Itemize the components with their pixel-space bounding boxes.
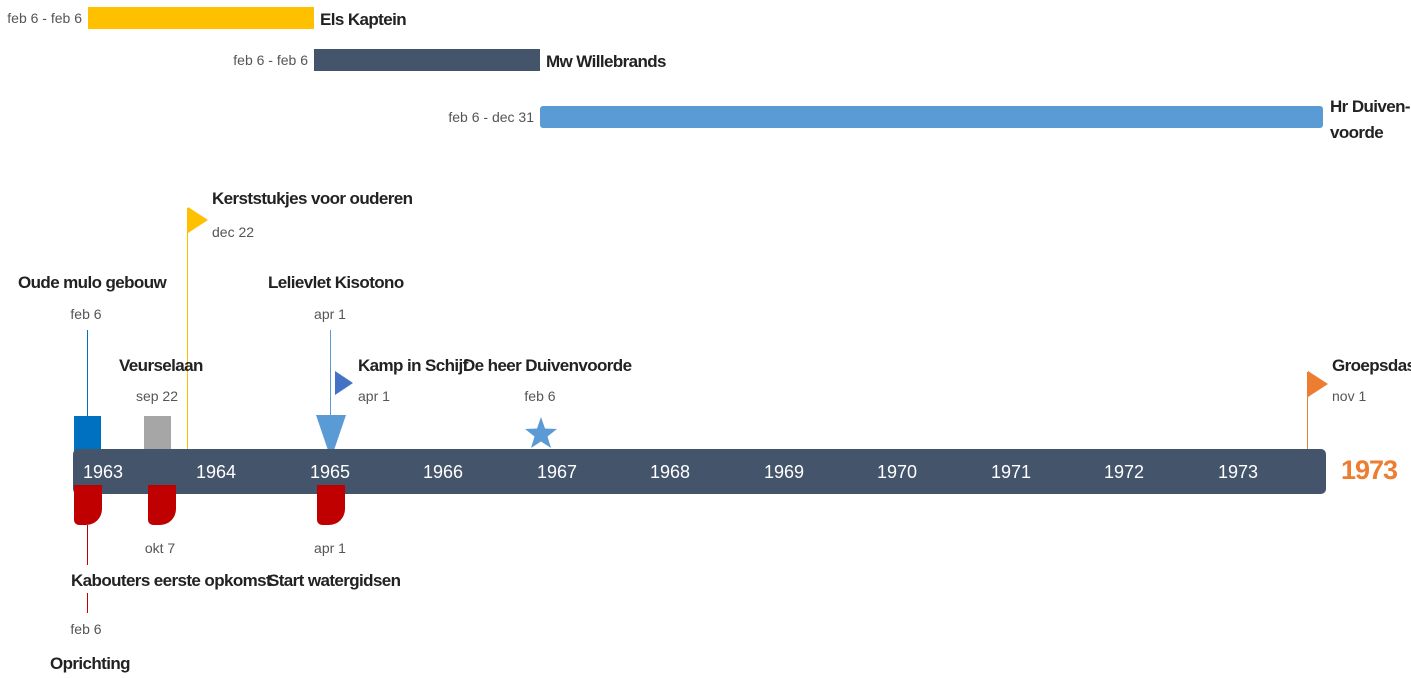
year-tick: 1971: [991, 462, 1032, 482]
bar-hr-duivenvoorde[interactable]: [540, 106, 1323, 128]
leader-line-lelievlet: [330, 330, 331, 415]
milestone-label-kamp-in-schijf: Kamp in Schijf: [358, 356, 468, 375]
milestone-label-start-watergidsen: Start watergidsen: [268, 571, 401, 590]
bar-date-mw-willebrands: feb 6 - feb 6: [233, 52, 308, 68]
bar-label-els-kaptein: Els Kaptein: [320, 10, 407, 29]
bar-label-mw-willebrands: Mw Willebrands: [546, 52, 667, 71]
leader-line-groepsdas: [1307, 372, 1308, 449]
down-triangle-icon[interactable]: [316, 415, 346, 459]
leader-line-oprichting-lower: [87, 593, 88, 613]
bar-label-hr-duivenvoorde-line1: Hr Duiven-: [1330, 97, 1411, 116]
leader-line-oprichting: [87, 525, 88, 565]
milestone-label-veurselaan: Veurselaan: [119, 356, 203, 375]
milestone-label-kerststukjes: Kerststukjes voor ouderen: [212, 189, 413, 208]
year-tick: 1963: [83, 462, 124, 482]
milestone-label-de-heer-duivenvoorde: De heer Duivenvoorde: [463, 356, 632, 375]
square-icon[interactable]: [144, 416, 171, 452]
year-tick: 1968: [650, 462, 691, 482]
milestone-label-oprichting: Oprichting: [50, 654, 131, 673]
bar-label-hr-duivenvoorde-line2: voorde: [1330, 123, 1384, 142]
flag-icon[interactable]: [188, 207, 210, 233]
year-tick: 1973: [1218, 462, 1259, 482]
year-tick: 1966: [423, 462, 464, 482]
milestone-label-kabouters: Kabouters eerste opkomst: [71, 571, 272, 590]
leader-line-kerststukjes: [187, 208, 188, 449]
milestone-date-start-watergidsen: apr 1: [314, 540, 346, 556]
milestone-date-kabouters: okt 7: [144, 540, 176, 556]
year-tick: 1972: [1104, 462, 1145, 482]
milestone-date-oprichting: feb 6: [70, 621, 102, 637]
leader-line-oude-mulo: [87, 330, 88, 416]
drop-icon[interactable]: [148, 485, 176, 525]
drop-icon[interactable]: [74, 485, 102, 525]
year-tick: 1969: [764, 462, 805, 482]
square-icon[interactable]: [74, 416, 101, 452]
milestone-date-kerststukjes: dec 22: [212, 224, 255, 240]
flag-icon[interactable]: [1308, 371, 1330, 397]
year-tick: 1964: [196, 462, 237, 482]
timeline-axis: [73, 449, 1326, 494]
milestone-label-groepsdas: Groepsdas: [1332, 356, 1411, 375]
star-icon[interactable]: [524, 416, 558, 450]
right-triangle-icon[interactable]: [335, 371, 355, 395]
bar-els-kaptein[interactable]: [88, 7, 314, 29]
milestone-date-kamp-in-schijf: apr 1: [358, 388, 390, 404]
milestone-label-oude-mulo: Oude mulo gebouw: [18, 273, 167, 292]
bar-date-els-kaptein: feb 6 - feb 6: [7, 10, 82, 26]
year-tick: 1970: [877, 462, 918, 482]
milestone-date-de-heer-duivenvoorde: feb 6: [524, 388, 556, 404]
milestone-date-groepsdas: nov 1: [1332, 388, 1367, 404]
milestone-date-oude-mulo: feb 6: [70, 306, 102, 322]
bar-mw-willebrands[interactable]: [314, 49, 540, 71]
year-tick: 1965: [310, 462, 351, 482]
bar-date-hr-duivenvoorde: feb 6 - dec 31: [448, 109, 534, 125]
timeline-end-year: 1973: [1341, 455, 1398, 485]
year-tick: 1967: [537, 462, 578, 482]
milestone-date-veurselaan: sep 22: [135, 388, 179, 404]
drop-icon[interactable]: [317, 485, 345, 525]
milestone-label-lelievlet: Lelievlet Kisotono: [268, 273, 404, 292]
milestone-date-lelievlet: apr 1: [314, 306, 346, 322]
